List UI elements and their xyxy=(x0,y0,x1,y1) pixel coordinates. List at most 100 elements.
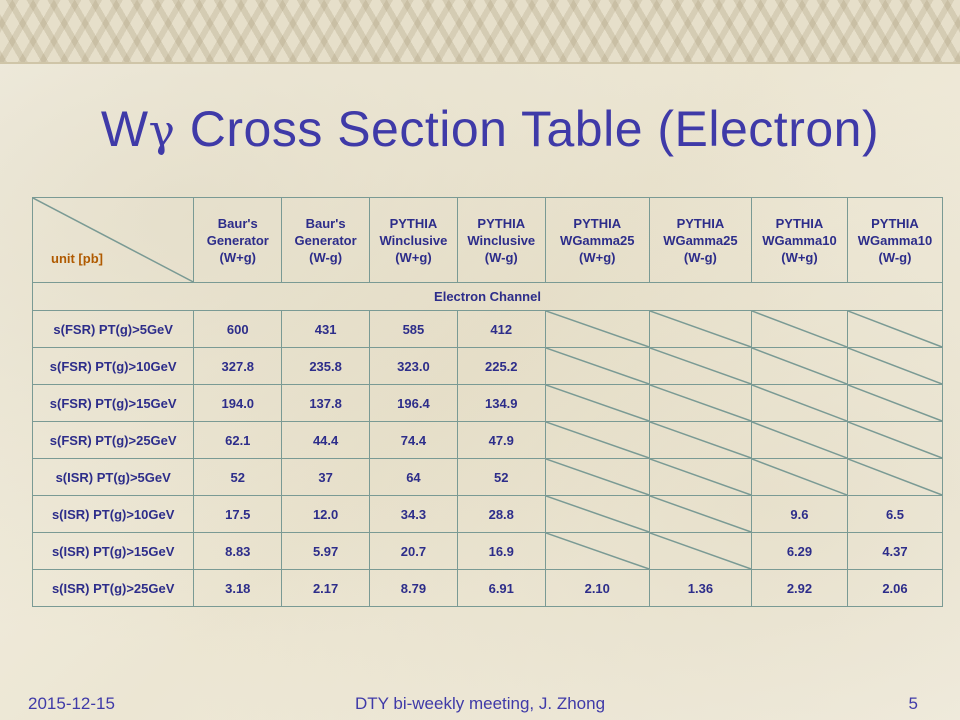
column-header-line1: Baur's xyxy=(305,215,346,231)
value-cell: 9.6 xyxy=(750,495,848,533)
empty-cell xyxy=(846,384,944,422)
column-header-6: PYTHIA WGamma25 (W-g) xyxy=(648,197,752,283)
column-header-charge: (W-g) xyxy=(484,249,518,265)
title-prefix: W xyxy=(100,101,149,157)
empty-cell-diagonal xyxy=(546,496,649,532)
empty-cell-diagonal xyxy=(546,422,649,458)
empty-cell-diagonal xyxy=(546,385,649,421)
decorative-top-border xyxy=(0,0,960,64)
table-row: s(FSR) PT(g)>15GeV 194.0 137.8 196.4 134.9 xyxy=(31,384,944,422)
column-header-7: PYTHIA WGamma10 (W+g) xyxy=(750,197,848,283)
empty-cell-diagonal xyxy=(752,311,847,347)
column-header-line2: WGamma25 xyxy=(663,232,738,248)
row-label: s(FSR) PT(g)>25GeV xyxy=(31,421,195,459)
column-header-line2: Winclusive xyxy=(379,232,448,248)
slide-footer: 2015-12-15 DTY bi-weekly meeting, J. Zho… xyxy=(0,692,960,720)
column-header-line2: Winclusive xyxy=(467,232,536,248)
title-suffix: Cross Section Table (Electron) xyxy=(175,101,880,157)
value-cell: 16.9 xyxy=(456,532,546,570)
row-label: s(ISR) PT(g)>25GeV xyxy=(31,569,195,607)
empty-cell-diagonal xyxy=(752,385,847,421)
value-cell: 2.10 xyxy=(544,569,650,607)
value-cell: 52 xyxy=(193,458,283,496)
row-label: s(ISR) PT(g)>15GeV xyxy=(31,532,195,570)
column-header-8: PYTHIA WGamma10 (W-g) xyxy=(846,197,944,283)
value-cell: 3.18 xyxy=(193,569,283,607)
footer-page-number: 5 xyxy=(908,694,918,713)
empty-cell-diagonal xyxy=(752,459,847,495)
value-cell: 137.8 xyxy=(281,384,371,422)
empty-cell xyxy=(846,347,944,385)
value-cell: 600 xyxy=(193,310,283,348)
header-corner-cell: unit [pb] xyxy=(31,197,195,283)
column-header-line2: WGamma10 xyxy=(857,232,933,248)
empty-cell xyxy=(648,421,752,459)
column-header-line1: Baur's xyxy=(217,215,258,231)
empty-cell xyxy=(648,532,752,570)
empty-cell-diagonal xyxy=(546,311,649,347)
value-cell: 585 xyxy=(369,310,458,348)
empty-cell xyxy=(544,421,650,459)
empty-cell xyxy=(544,495,650,533)
column-header-line2: Generator xyxy=(294,232,357,248)
column-header-charge: (W+g) xyxy=(579,249,616,265)
empty-cell xyxy=(648,384,752,422)
table-row: s(ISR) PT(g)>25GeV 3.18 2.17 8.79 6.91 2.10 1.… xyxy=(31,569,944,607)
column-header-charge: (W-g) xyxy=(309,249,343,265)
empty-cell xyxy=(544,347,650,385)
column-header-line2: Generator xyxy=(206,232,269,248)
value-cell: 4.37 xyxy=(846,532,944,570)
empty-cell xyxy=(648,347,752,385)
column-header-1: Baur's Generator (W+g) xyxy=(193,197,283,283)
value-cell: 62.1 xyxy=(193,421,283,459)
empty-cell xyxy=(750,347,848,385)
column-header-line1: PYTHIA xyxy=(676,215,725,231)
value-cell: 2.17 xyxy=(281,569,371,607)
value-cell: 194.0 xyxy=(193,384,283,422)
empty-cell xyxy=(648,310,752,348)
section-row: Electron Channel xyxy=(32,282,943,311)
empty-cell xyxy=(648,495,752,533)
table-row: s(FSR) PT(g)>5GeV 600 431 585 412 xyxy=(31,310,944,348)
empty-cell-diagonal xyxy=(650,348,751,384)
row-label: s(FSR) PT(g)>15GeV xyxy=(31,384,195,422)
table-row: s(ISR) PT(g)>5GeV 52 37 64 52 xyxy=(31,458,944,496)
value-cell: 44.4 xyxy=(281,421,371,459)
empty-cell-diagonal xyxy=(848,422,942,458)
footer-event: DTY bi-weekly meeting, J. Zhong xyxy=(354,694,606,713)
value-cell: 6.5 xyxy=(846,495,944,533)
value-cell: 327.8 xyxy=(193,347,283,385)
value-cell: 74.4 xyxy=(369,421,458,459)
empty-cell xyxy=(846,458,944,496)
empty-cell xyxy=(544,384,650,422)
empty-cell-diagonal xyxy=(650,459,751,495)
column-header-line1: PYTHIA xyxy=(389,215,438,231)
empty-cell-diagonal xyxy=(752,348,847,384)
value-cell: 2.06 xyxy=(846,569,944,607)
empty-cell xyxy=(648,458,752,496)
empty-cell-diagonal xyxy=(848,385,942,421)
value-cell: 47.9 xyxy=(456,421,546,459)
column-header-charge: (W-g) xyxy=(683,249,717,265)
value-cell: 431 xyxy=(281,310,371,348)
column-header-charge: (W-g) xyxy=(878,249,912,265)
empty-cell xyxy=(846,421,944,459)
column-header-charge: (W+g) xyxy=(395,249,432,265)
column-header-line1: PYTHIA xyxy=(573,215,622,231)
column-header-charge: (W+g) xyxy=(219,249,256,265)
title-gamma-symbol: γ xyxy=(148,106,176,157)
row-label: s(ISR) PT(g)>5GeV xyxy=(31,458,195,496)
value-cell: 235.8 xyxy=(281,347,371,385)
value-cell: 8.79 xyxy=(369,569,458,607)
value-cell: 196.4 xyxy=(369,384,458,422)
value-cell: 5.97 xyxy=(281,532,371,570)
empty-cell xyxy=(846,310,944,348)
column-header-4: PYTHIA Winclusive (W-g) xyxy=(456,197,546,283)
column-header-line1: PYTHIA xyxy=(775,215,824,231)
value-cell: 37 xyxy=(281,458,371,496)
column-header-line2: WGamma10 xyxy=(762,232,837,248)
empty-cell xyxy=(750,310,848,348)
value-cell: 8.83 xyxy=(193,532,283,570)
table-row: s(ISR) PT(g)>15GeV 8.83 5.97 20.7 16.9 6.29 4.… xyxy=(31,532,944,570)
column-header-2: Baur's Generator (W-g) xyxy=(281,197,371,283)
